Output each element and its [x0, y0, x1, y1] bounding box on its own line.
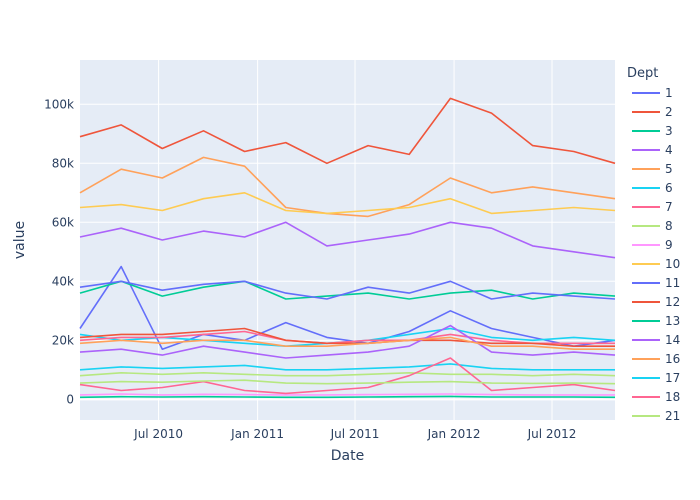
x-axis-title: Date [331, 448, 364, 464]
legend-label: 1 [665, 86, 673, 100]
series-line-dept-16 [79, 336, 615, 351]
series-line-dept-12 [79, 327, 615, 348]
legend-item-dept-14[interactable]: 14 [632, 333, 680, 347]
x-tick-label: Jul 2012 [527, 427, 577, 441]
series-line-dept-13 [79, 395, 616, 399]
legend-label: 8 [665, 219, 673, 233]
legend-item-dept-21[interactable]: 21 [632, 409, 680, 423]
series-line-dept-8 [79, 371, 616, 377]
legend-label: 14 [665, 333, 680, 347]
legend-label: 12 [665, 295, 680, 309]
y-axis-title: value [12, 221, 28, 259]
legend-label: 13 [665, 314, 680, 328]
y-tick-label: 20k [52, 333, 74, 347]
legend-item-dept-2[interactable]: 2 [632, 105, 673, 119]
legend-item-dept-8[interactable]: 8 [632, 219, 673, 233]
legend-item-dept-10[interactable]: 10 [632, 257, 680, 271]
legend-item-dept-6[interactable]: 6 [632, 181, 673, 195]
legend-item-dept-1[interactable]: 1 [632, 86, 673, 100]
y-tick-label: 40k [52, 274, 74, 288]
series-line-dept-3 [79, 280, 616, 300]
legend-label: 7 [665, 200, 673, 214]
series-line-dept-9 [79, 393, 615, 396]
legend-label: 6 [665, 181, 673, 195]
y-tick-label: 0 [66, 392, 74, 406]
legend-item-dept-5[interactable]: 5 [632, 162, 673, 176]
series-line-dept-17 [79, 363, 615, 371]
y-tick-labels: 0 20k 40k 60k 80k 100k [44, 97, 74, 406]
legend-label: 10 [665, 257, 680, 271]
series-lines [79, 97, 616, 399]
legend-title: Dept [627, 66, 658, 81]
x-tick-label: Jul 2011 [330, 427, 380, 441]
y-tick-label: 60k [52, 215, 74, 229]
legend-item-dept-9[interactable]: 9 [632, 238, 673, 252]
series-line-dept-4 [79, 221, 616, 259]
legend-label: 4 [665, 143, 673, 157]
x-tick-label: Jan 2011 [230, 427, 284, 441]
plot-background [80, 60, 615, 420]
legend-label: 5 [665, 162, 673, 176]
legend-label: 9 [665, 238, 673, 252]
series-line-dept-18 [79, 357, 616, 395]
legend-item-dept-17[interactable]: 17 [632, 371, 680, 385]
series-line-dept-14 [79, 324, 616, 359]
series-line-dept-5 [79, 156, 616, 218]
legend-label: 3 [665, 124, 673, 138]
series-line-dept-11 [79, 280, 616, 300]
x-tick-label: Jul 2010 [133, 427, 183, 441]
legend-item-dept-16[interactable]: 16 [632, 352, 680, 366]
legend-item-dept-12[interactable]: 12 [632, 295, 680, 309]
legend-item-dept-4[interactable]: 4 [632, 143, 673, 157]
legend-label: 21 [665, 409, 680, 423]
y-tick-label: 100k [44, 97, 74, 111]
legend-item-dept-3[interactable]: 3 [632, 124, 673, 138]
legend-label: 2 [665, 105, 673, 119]
series-line-dept-1 [79, 265, 616, 351]
y-tick-label: 80k [52, 156, 74, 170]
legend-item-dept-11[interactable]: 11 [632, 276, 680, 290]
legend-label: 11 [665, 276, 680, 290]
x-tick-label: Jan 2012 [427, 427, 481, 441]
legend-label: 17 [665, 371, 680, 385]
legend-item-dept-7[interactable]: 7 [632, 200, 673, 214]
legend-item-dept-18[interactable]: 18 [632, 390, 680, 404]
series-line-dept-2 [79, 97, 616, 165]
legend-label: 16 [665, 352, 680, 366]
legend-item-dept-13[interactable]: 13 [632, 314, 680, 328]
series-line-dept-10 [79, 192, 616, 215]
series-line-dept-21 [79, 379, 616, 385]
legend-label: 18 [665, 390, 680, 404]
x-tick-labels: Jul 2010 Jan 2011 Jul 2011 Jan 2012 Jul 2012 [133, 427, 576, 441]
